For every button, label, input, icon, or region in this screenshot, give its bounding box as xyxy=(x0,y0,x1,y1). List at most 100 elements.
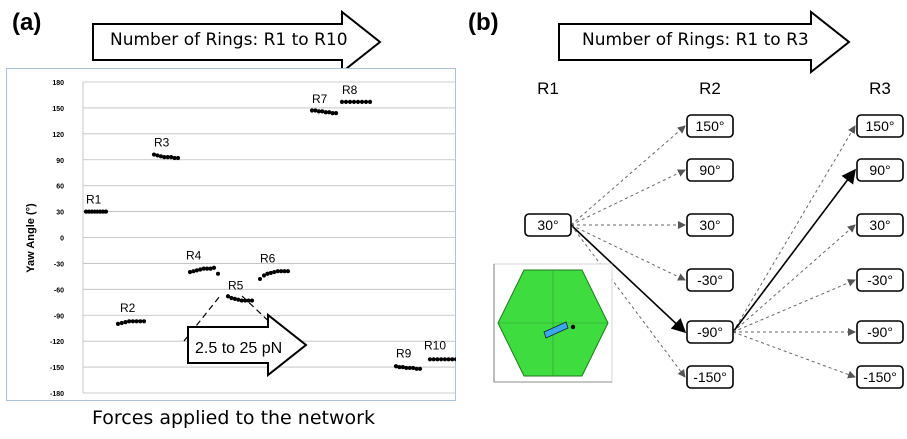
data-point xyxy=(442,357,447,362)
data-point xyxy=(367,99,373,104)
y-tick-label: -60 xyxy=(54,287,64,294)
y-tick-label: -120 xyxy=(50,339,64,346)
angle-node: -90° xyxy=(686,320,734,344)
data-point xyxy=(320,109,325,114)
series-r1: R1 xyxy=(83,193,109,214)
data-point xyxy=(414,366,419,371)
data-point xyxy=(339,99,345,104)
angle-node-label: -30° xyxy=(867,272,893,288)
panel-a-header-arrow xyxy=(92,9,382,74)
data-point xyxy=(411,365,416,371)
possible-transition-edge xyxy=(570,224,686,378)
series-label: R6 xyxy=(260,251,276,265)
data-point xyxy=(359,99,365,104)
panel-b-arrow-text: Number of Rings: R1 to R3 xyxy=(582,30,809,50)
data-point xyxy=(127,319,132,324)
data-point xyxy=(279,269,284,274)
data-point xyxy=(355,99,361,104)
data-point xyxy=(175,155,181,161)
yaw-angle-chart: 180 150 120 90 60 30 0 -30 -60 -90 -120 -150 -180 2.… xyxy=(25,80,456,398)
y-tick-label: 0 xyxy=(60,236,64,243)
angle-node-label: 30° xyxy=(537,217,558,233)
panel-a-arrow-text: Number of Rings: R1 to R10 xyxy=(110,30,348,50)
data-point xyxy=(194,268,199,273)
angle-node-label: 90° xyxy=(869,162,890,178)
angle-node: 90° xyxy=(856,158,904,182)
data-point xyxy=(246,298,251,303)
series-label: R8 xyxy=(342,83,358,97)
y-tick-label: -90 xyxy=(54,313,64,320)
data-point xyxy=(313,108,318,113)
y-axis-label: Yaw Angle (°) xyxy=(25,203,37,273)
possible-transition-edge xyxy=(570,169,686,226)
series-label: R5 xyxy=(228,278,244,292)
data-point xyxy=(265,271,270,276)
series-label: R4 xyxy=(186,249,202,263)
series-r5: R5 xyxy=(225,278,255,303)
y-tick-label: -180 xyxy=(50,391,64,398)
data-point xyxy=(138,319,143,324)
data-point xyxy=(285,269,291,274)
series-r8: R8 xyxy=(339,83,373,104)
angle-node: -30° xyxy=(856,268,904,292)
column-header-r2: R2 xyxy=(699,79,721,98)
ring-yaw-tree-diagram: R1 R2 R3 30° 150° 90° 30° -30° -90° -150° 150° 90° 3… xyxy=(493,79,904,389)
selected-transition-edge xyxy=(570,224,687,334)
data-point xyxy=(225,294,231,299)
angle-node-label: 150° xyxy=(866,118,895,134)
angle-node: -150° xyxy=(856,365,904,389)
angle-node: 30° xyxy=(524,213,572,237)
series-label: R2 xyxy=(120,301,136,315)
data-point xyxy=(208,266,213,271)
data-point xyxy=(187,269,193,275)
data-point xyxy=(130,319,135,324)
tree-nodes: R1 R2 R3 30° 150° 90° 30° -30° -90° -150° 150° 90° 3… xyxy=(524,79,904,389)
possible-transition-edge xyxy=(732,279,856,333)
data-point xyxy=(275,269,280,274)
data-point xyxy=(309,108,315,113)
y-tick-label: -30 xyxy=(54,261,64,268)
series-label: R7 xyxy=(312,92,328,106)
angle-node: 150° xyxy=(686,114,734,138)
data-point xyxy=(165,155,170,160)
tree-edges xyxy=(570,125,856,379)
angle-node: 30° xyxy=(856,213,904,237)
angle-node-label: 30° xyxy=(699,217,720,233)
series-r2: R2 xyxy=(115,301,147,326)
data-point xyxy=(268,270,273,276)
angle-node: -30° xyxy=(686,268,734,292)
y-tick-labels: 180 150 120 90 60 30 0 -30 -60 -90 -120 -150 -180 xyxy=(50,80,64,398)
series-label: R10 xyxy=(424,338,446,352)
data-point xyxy=(316,109,321,114)
data-point xyxy=(333,111,339,116)
data-point xyxy=(330,111,335,116)
data-point xyxy=(191,269,196,274)
angle-node: 30° xyxy=(686,213,734,237)
column-header-r1: R1 xyxy=(537,79,559,98)
data-point xyxy=(343,99,349,104)
y-tick-label: 150 xyxy=(52,106,64,113)
y-tick-label: 120 xyxy=(52,132,64,139)
data-point xyxy=(435,357,440,362)
panel-b-header-arrow xyxy=(558,9,851,74)
series-r3: R3 xyxy=(151,136,181,161)
data-point xyxy=(261,273,267,278)
angle-node: -90° xyxy=(856,320,904,344)
data-point xyxy=(172,155,177,161)
y-tick-label: 90 xyxy=(56,158,64,165)
data-point xyxy=(407,365,412,371)
data-point xyxy=(404,365,409,371)
data-point xyxy=(239,298,244,303)
angle-node: 90° xyxy=(686,158,734,182)
data-point xyxy=(158,154,163,159)
data-point xyxy=(211,265,217,270)
series-r7: R7 xyxy=(309,92,339,116)
data-point xyxy=(134,319,139,324)
panel-b-label: (b) xyxy=(468,9,499,36)
series-label: R9 xyxy=(396,347,412,361)
data-point xyxy=(103,209,109,214)
data-point xyxy=(347,99,353,104)
force-arrow-shape xyxy=(187,312,308,378)
series-layer: R1 R2 R3 R4 R5 R6 R7 R8 R9 R10 xyxy=(83,83,456,371)
angle-node-label: 150° xyxy=(696,118,725,134)
